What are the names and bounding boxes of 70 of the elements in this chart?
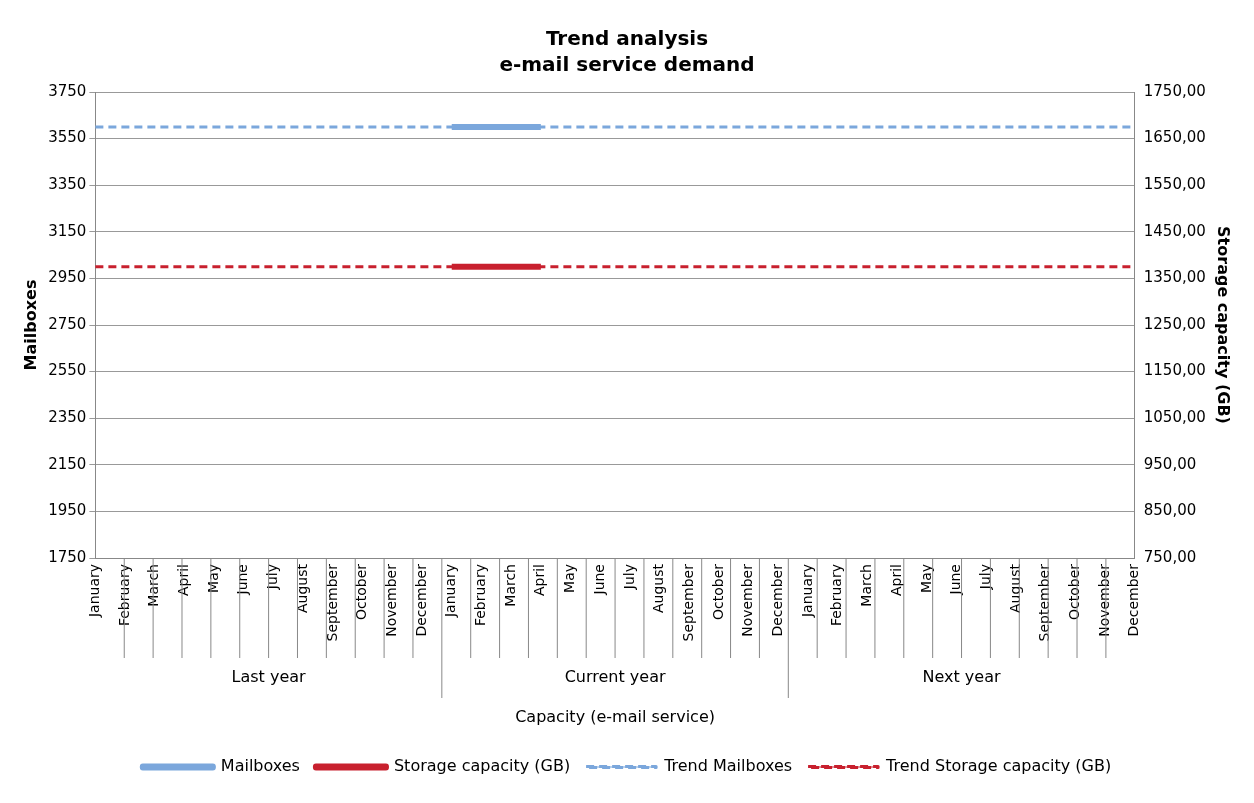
x-tick-label: April: [175, 564, 192, 596]
y-tick-label: 1750: [48, 547, 87, 566]
x-tick-label: July: [620, 564, 637, 591]
x-tick-label: December: [412, 563, 429, 637]
y-tick-label: 3150: [48, 221, 87, 240]
x-tick-label: April: [887, 564, 904, 596]
x-tick-label: April: [531, 564, 548, 596]
x-tick-label: September: [1036, 563, 1053, 642]
y2-tick-label: 850,00: [1143, 501, 1197, 520]
text: Last year: [231, 667, 307, 687]
x-tick-label: March: [501, 564, 518, 607]
x-tick-label: February: [115, 564, 132, 627]
y2-tick-label: 1450,00: [1143, 221, 1206, 240]
y2-tick-label: 1150,00: [1143, 361, 1206, 380]
legend-label: Storage capacity (GB): [393, 756, 571, 776]
y2-tick-label: 1550,00: [1143, 175, 1206, 194]
x-tick-label: February: [828, 564, 845, 627]
x-tick-label: November: [739, 563, 756, 637]
y-tick-label: 3350: [48, 175, 87, 194]
y2-tick-label: 1650,00: [1143, 128, 1206, 147]
chart-title: Trend analysis: [545, 26, 709, 51]
y2-tick-label: 1350,00: [1143, 268, 1206, 287]
x-tick-label: August: [293, 563, 310, 613]
y-axis-title: Mailboxes: [20, 279, 40, 371]
y2-tick-label: 750,00: [1143, 547, 1197, 566]
legend-label: Trend Mailboxes: [663, 756, 793, 776]
y2-axis-title: Storage capacity (GB): [1214, 226, 1234, 424]
x-tick-label: November: [1095, 563, 1112, 637]
x-tick-label: January: [798, 564, 815, 619]
x-tick-label: March: [145, 564, 162, 607]
y-tick-label: 2550: [48, 361, 87, 380]
y2-tick-label: 950,00: [1143, 454, 1197, 473]
x-tick-label: September: [679, 563, 696, 642]
x-tick-label: July: [976, 564, 993, 591]
x-tick-label: November: [382, 563, 399, 637]
x-tick-label: May: [561, 564, 578, 593]
chart-subtitle: e-mail service demand: [499, 52, 755, 77]
x-tick-label: July: [264, 564, 281, 591]
legend-label: Mailboxes: [220, 756, 300, 776]
x-tick-label: October: [1066, 563, 1083, 621]
x-axis-title: Capacity (e-mail service): [515, 707, 715, 727]
x-tick-label: May: [204, 564, 221, 593]
x-tick-label: May: [917, 564, 934, 593]
x-tick-label: December: [1125, 563, 1142, 637]
y2-tick-label: 1250,00: [1143, 314, 1206, 333]
y-tick-label: 2950: [48, 268, 87, 287]
y-tick-label: 2750: [48, 314, 87, 333]
x-tick-label: January: [442, 564, 459, 619]
x-tick-label: October: [353, 563, 370, 621]
x-tick-label: June: [590, 564, 607, 596]
y2-tick-label: 1050,00: [1143, 408, 1206, 427]
y-tick-label: 3550: [48, 128, 87, 147]
y-tick-label: 1950: [48, 501, 87, 520]
x-tick-label: June: [234, 564, 251, 596]
y-tick-label: 3750: [48, 81, 87, 100]
x-tick-label: June: [947, 564, 964, 596]
x-tick-label: August: [1006, 563, 1023, 613]
y-tick-label: 2350: [48, 408, 87, 427]
y2-tick-label: 1750,00: [1143, 81, 1206, 100]
y-tick-label: 2150: [48, 454, 87, 473]
x-tick-label: October: [709, 563, 726, 621]
text: Current year: [564, 667, 666, 687]
x-tick-label: March: [858, 564, 875, 607]
x-tick-label: February: [472, 564, 489, 627]
x-tick-label: September: [323, 563, 340, 642]
x-tick-label: August: [650, 563, 667, 613]
text: Next year: [922, 667, 1001, 687]
x-tick-label: December: [769, 563, 786, 637]
x-tick-label: January: [86, 564, 103, 619]
legend-label: Trend Storage capacity (GB): [885, 756, 1112, 776]
